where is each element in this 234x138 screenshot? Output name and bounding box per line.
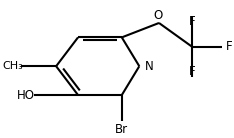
Text: HO: HO [17,89,35,102]
Text: F: F [189,65,195,78]
Text: F: F [226,40,232,53]
Text: O: O [153,9,163,22]
Text: N: N [145,60,154,73]
Text: F: F [189,15,195,28]
Text: Br: Br [115,123,128,136]
Text: CH₃: CH₃ [3,61,23,71]
